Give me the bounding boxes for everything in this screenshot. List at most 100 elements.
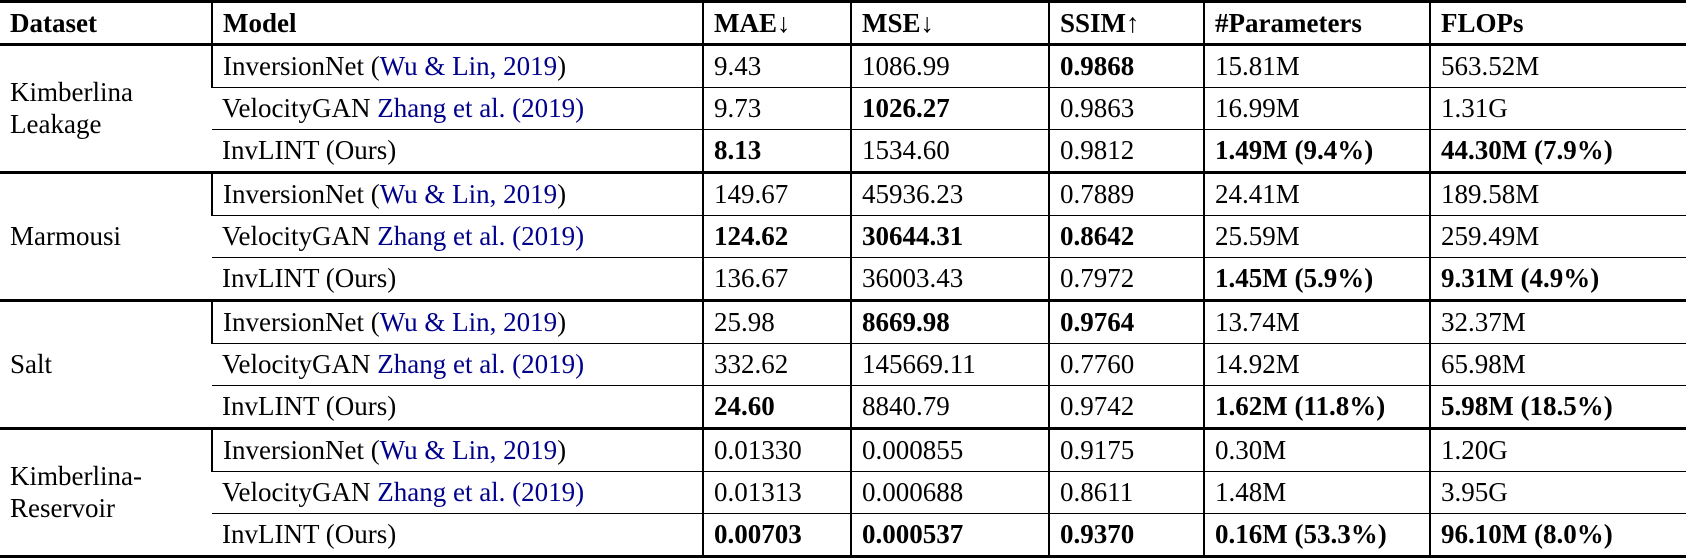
model-name: InvLINT (Ours) (222, 391, 397, 421)
parameters-cell: 14.92M (1203, 343, 1430, 386)
parameters-cell: 0.16M (53.3%) (1203, 513, 1430, 558)
mae-cell: 0.00703 (702, 513, 851, 558)
mse-cell: 1086.99 (850, 44, 1049, 88)
mae-cell: 136.67 (702, 257, 851, 302)
model-name: InvLINT (Ours) (222, 519, 397, 549)
model-name: VelocityGAN (222, 221, 378, 251)
table-body: Kimberlina Leakage InversionNet (Wu & Lin… (0, 44, 1686, 558)
model-name: InversionNet ( (223, 435, 380, 465)
mae-cell: 9.43 (702, 44, 851, 88)
parameters-cell: 25.59M (1203, 215, 1430, 258)
table-row: VelocityGAN Zhang et al. (2019) 124.62 306… (0, 215, 1686, 258)
flops-cell: 3.95G (1429, 471, 1686, 514)
mae-cell: 24.60 (702, 385, 851, 430)
header-mse: MSE↓ (850, 1, 1049, 46)
citation-link[interactable]: Zhang et al. (2019) (377, 349, 585, 379)
model-name: ) (557, 307, 567, 337)
model-cell: VelocityGAN Zhang et al. (2019) (212, 471, 703, 514)
citation-link[interactable]: Wu & Lin, 2019 (379, 307, 558, 337)
mae-cell: 8.13 (702, 129, 851, 174)
ssim-cell: 0.7889 (1048, 172, 1204, 216)
model-name: InversionNet ( (223, 179, 380, 209)
ssim-cell: 0.9764 (1048, 300, 1204, 344)
header-model: Model (211, 1, 703, 46)
ssim-cell: 0.9812 (1048, 129, 1204, 174)
citation-link[interactable]: Wu & Lin, 2019 (379, 179, 558, 209)
mse-cell: 45936.23 (850, 172, 1049, 216)
mse-cell: 0.000855 (850, 428, 1049, 472)
parameters-cell: 16.99M (1203, 87, 1430, 130)
flops-cell: 96.10M (8.0%) (1429, 513, 1686, 558)
dataset-cell: Marmousi (0, 172, 212, 302)
ssim-cell: 0.8642 (1048, 215, 1204, 258)
parameters-cell: 15.81M (1203, 44, 1430, 88)
flops-cell: 9.31M (4.9%) (1429, 257, 1686, 302)
dataset-cell: Kimberlina Leakage (0, 44, 212, 174)
model-cell: InversionNet (Wu & Lin, 2019) (211, 44, 703, 88)
table-row: VelocityGAN Zhang et al. (2019) 332.62 145… (0, 343, 1686, 386)
model-cell: VelocityGAN Zhang et al. (2019) (212, 343, 703, 386)
citation-link[interactable]: Zhang et al. (2019) (377, 221, 585, 251)
table-row: Salt InversionNet (Wu & Lin, 2019) 25.98 86… (0, 300, 1686, 430)
table-row: InvLINT (Ours) 0.00703 0.000537 0.9370 0.16M… (0, 513, 1686, 558)
model-cell: InversionNet (Wu & Lin, 2019) (211, 428, 703, 472)
table-row: InvLINT (Ours) 8.13 1534.60 0.9812 1.49M (9.… (0, 129, 1686, 174)
flops-cell: 44.30M (7.9%) (1429, 129, 1686, 174)
ssim-cell: 0.7972 (1048, 257, 1204, 302)
header-ssim: SSIM↑ (1048, 1, 1204, 46)
mae-cell: 124.62 (702, 215, 851, 258)
mae-cell: 0.01313 (702, 471, 851, 514)
citation-link[interactable]: Zhang et al. (2019) (377, 477, 585, 507)
parameters-cell: 1.62M (11.8%) (1203, 385, 1430, 430)
citation-link[interactable]: Zhang et al. (2019) (377, 93, 585, 123)
mse-cell: 0.000688 (850, 471, 1049, 514)
parameters-cell: 24.41M (1203, 172, 1430, 216)
mse-cell: 8840.79 (850, 385, 1049, 430)
ssim-cell: 0.9175 (1048, 428, 1204, 472)
mse-cell: 145669.11 (850, 343, 1049, 386)
parameters-cell: 0.30M (1203, 428, 1430, 472)
ssim-cell: 0.8611 (1048, 471, 1204, 514)
model-name: ) (557, 179, 567, 209)
mse-cell: 30644.31 (850, 215, 1049, 258)
table-row: VelocityGAN Zhang et al. (2019) 9.73 1026.… (0, 87, 1686, 130)
parameters-cell: 13.74M (1203, 300, 1430, 344)
flops-cell: 1.31G (1429, 87, 1686, 130)
model-name: InversionNet ( (223, 51, 380, 81)
model-name: VelocityGAN (222, 477, 378, 507)
citation-link[interactable]: Wu & Lin, 2019 (379, 435, 558, 465)
flops-cell: 32.37M (1429, 300, 1686, 344)
ssim-cell: 0.9370 (1048, 513, 1204, 558)
mae-cell: 25.98 (702, 300, 851, 344)
flops-cell: 189.58M (1429, 172, 1686, 216)
model-cell: InvLINT (Ours) (212, 513, 703, 558)
table-row: Kimberlina-Reservoir InversionNet (Wu & L… (0, 428, 1686, 558)
header-mae: MAE↓ (702, 1, 851, 46)
model-cell: InvLINT (Ours) (212, 257, 703, 302)
ssim-cell: 0.9868 (1048, 44, 1204, 88)
parameters-cell: 1.48M (1203, 471, 1430, 514)
flops-cell: 259.49M (1429, 215, 1686, 258)
citation-link[interactable]: Wu & Lin, 2019 (379, 51, 558, 81)
header-parameters: #Parameters (1203, 1, 1430, 46)
header-dataset: Dataset (0, 1, 212, 46)
model-cell: InvLINT (Ours) (212, 385, 703, 430)
ssim-cell: 0.9863 (1048, 87, 1204, 130)
table-row: InvLINT (Ours) 24.60 8840.79 0.9742 1.62M (1… (0, 385, 1686, 430)
mse-cell: 1534.60 (850, 129, 1049, 174)
model-cell: VelocityGAN Zhang et al. (2019) (212, 87, 703, 130)
flops-cell: 563.52M (1429, 44, 1686, 88)
mse-cell: 1026.27 (850, 87, 1049, 130)
mse-cell: 36003.43 (850, 257, 1049, 302)
model-name: VelocityGAN (222, 93, 378, 123)
flops-cell: 5.98M (18.5%) (1429, 385, 1686, 430)
model-name: InvLINT (Ours) (222, 263, 397, 293)
ssim-cell: 0.7760 (1048, 343, 1204, 386)
mae-cell: 149.67 (702, 172, 851, 216)
model-name: ) (557, 435, 567, 465)
mae-cell: 9.73 (702, 87, 851, 130)
table-row: Kimberlina Leakage InversionNet (Wu & Lin… (0, 44, 1686, 174)
mse-cell: 0.000537 (850, 513, 1049, 558)
flops-cell: 1.20G (1429, 428, 1686, 472)
